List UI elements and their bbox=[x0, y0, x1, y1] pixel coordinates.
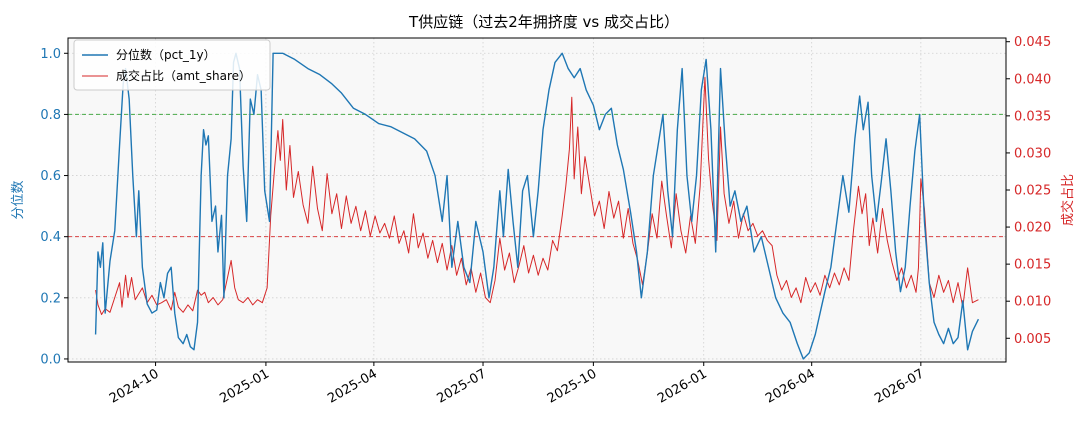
y-left-tick-label: 0.2 bbox=[40, 291, 61, 306]
y-left-tick-label: 1.0 bbox=[40, 47, 61, 62]
y-right-tick-label: 0.005 bbox=[1014, 332, 1051, 347]
y-right-tick-label: 0.035 bbox=[1014, 109, 1051, 124]
legend-box bbox=[73, 39, 271, 91]
reference-lines bbox=[68, 113, 1006, 238]
y-left-tick-label: 0.6 bbox=[40, 169, 61, 184]
y-left-tick-label: 0.4 bbox=[40, 230, 61, 245]
y-right-tick-label: 0.020 bbox=[1014, 221, 1051, 236]
series-line-pct-1y bbox=[94, 52, 980, 360]
y-right-tick-label: 0.015 bbox=[1014, 258, 1051, 273]
legend: 分位数（pct_1y） 成交占比（amt_share） bbox=[73, 39, 271, 91]
y-left-tick-label: 0.8 bbox=[40, 108, 61, 123]
y-axis-left: 0.0 0.2 0.4 0.6 0.8 1.0 bbox=[40, 47, 68, 367]
y-right-tick-label: 0.045 bbox=[1014, 35, 1051, 50]
plot-frame bbox=[67, 37, 1007, 363]
y-right-tick-label: 0.025 bbox=[1014, 183, 1051, 198]
series-line-amt-share bbox=[95, 76, 979, 316]
legend-label-amt: 成交占比（amt_share） bbox=[116, 68, 251, 83]
y-right-tick-label: 0.040 bbox=[1014, 72, 1051, 87]
y-right-tick-label: 0.030 bbox=[1014, 146, 1051, 161]
y-right-tick-label: 0.010 bbox=[1014, 295, 1051, 310]
y-axis-left-label: 分位数 bbox=[11, 180, 26, 219]
y-left-tick-label: 0.0 bbox=[40, 352, 61, 367]
series-layer bbox=[94, 52, 980, 360]
legend-label-pct: 分位数（pct_1y） bbox=[116, 47, 216, 62]
chart-title: T供应链（过去2年拥挤度 vs 成交占比） bbox=[408, 13, 679, 31]
y-axis-right-label: 成交占比 bbox=[1060, 174, 1076, 226]
y-axis-right: 0.005 0.010 0.015 0.020 0.025 0.030 0.035 0.040… bbox=[1006, 35, 1051, 347]
